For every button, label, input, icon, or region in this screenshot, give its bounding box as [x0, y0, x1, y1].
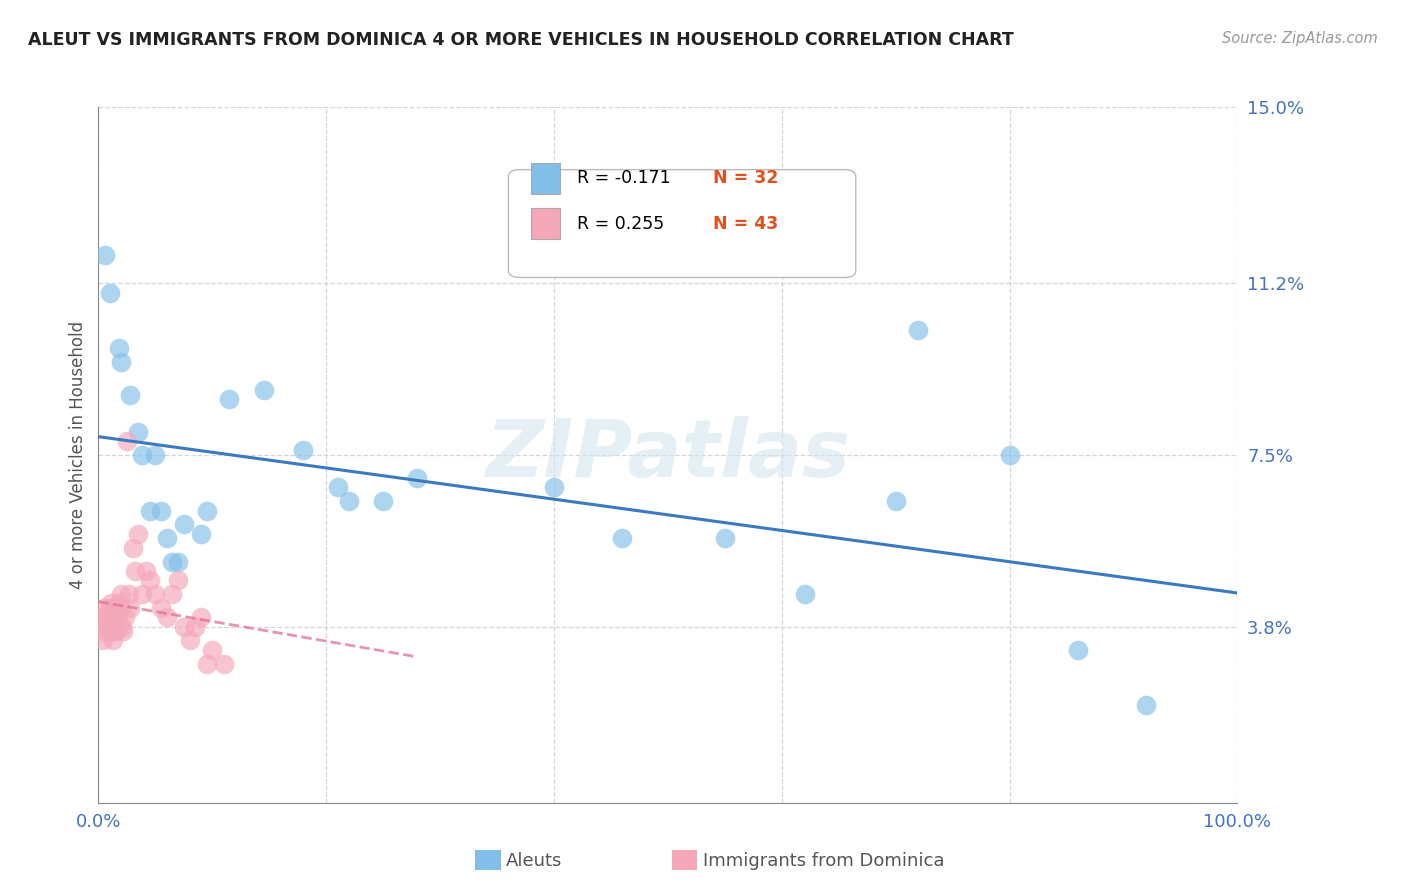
Point: [114, 610, 136, 624]
Point: [167, 573, 190, 587]
Point: [138, 503, 160, 517]
Point: [884, 494, 907, 508]
Point: [156, 532, 179, 546]
Point: [127, 425, 149, 439]
Point: [107, 610, 129, 624]
Y-axis label: 4 or more Vehicles in Household: 4 or more Vehicles in Household: [69, 321, 87, 589]
Bar: [531, 162, 560, 194]
Point: [1135, 698, 1157, 713]
Text: R = 0.255: R = 0.255: [576, 215, 664, 233]
Point: [100, 596, 122, 610]
Point: [94, 248, 117, 262]
Point: [173, 517, 195, 532]
Point: [96, 619, 118, 633]
Text: N = 32: N = 32: [713, 169, 779, 187]
Point: [406, 471, 429, 485]
Point: [292, 443, 315, 458]
Point: [131, 448, 153, 462]
Point: [371, 494, 394, 508]
Text: R = -0.171: R = -0.171: [576, 169, 671, 187]
Text: Aleuts: Aleuts: [506, 852, 562, 870]
Point: [131, 587, 153, 601]
Point: [150, 601, 173, 615]
Point: [94, 624, 117, 639]
Point: [195, 503, 218, 517]
Point: [998, 448, 1021, 462]
Point: [162, 587, 184, 601]
Point: [1067, 642, 1090, 657]
Point: [714, 532, 737, 546]
Text: Source: ZipAtlas.com: Source: ZipAtlas.com: [1222, 31, 1378, 46]
Text: ZIPatlas: ZIPatlas: [485, 416, 851, 494]
FancyBboxPatch shape: [509, 169, 856, 277]
Point: [907, 323, 929, 337]
Point: [90, 619, 112, 633]
Point: [252, 383, 274, 397]
Point: [124, 564, 146, 578]
Point: [184, 619, 207, 633]
Bar: [531, 208, 560, 239]
Text: ALEUT VS IMMIGRANTS FROM DOMINICA 4 OR MORE VEHICLES IN HOUSEHOLD CORRELATION CH: ALEUT VS IMMIGRANTS FROM DOMINICA 4 OR M…: [28, 31, 1014, 49]
Point: [93, 601, 115, 615]
Point: [212, 657, 235, 671]
Point: [145, 587, 167, 601]
Point: [90, 610, 112, 624]
Point: [162, 555, 184, 569]
Point: [190, 526, 212, 541]
Point: [101, 624, 124, 639]
Point: [111, 619, 134, 633]
Point: [135, 564, 157, 578]
Point: [115, 434, 138, 448]
Text: N = 43: N = 43: [713, 215, 779, 233]
Point: [201, 642, 224, 657]
Point: [103, 633, 125, 648]
Point: [145, 448, 167, 462]
Point: [190, 610, 212, 624]
Point: [91, 633, 114, 648]
Point: [112, 624, 135, 639]
Point: [103, 610, 125, 624]
Point: [108, 601, 131, 615]
Point: [121, 541, 143, 555]
Point: [98, 285, 121, 300]
Point: [167, 555, 190, 569]
Point: [543, 480, 565, 494]
Point: [105, 619, 128, 633]
Point: [96, 610, 118, 624]
Point: [195, 657, 218, 671]
Point: [127, 526, 149, 541]
Point: [326, 480, 349, 494]
Point: [110, 355, 132, 369]
Point: [337, 494, 360, 508]
Point: [793, 587, 815, 601]
Point: [104, 624, 127, 639]
Point: [150, 503, 173, 517]
Point: [108, 596, 131, 610]
Point: [179, 633, 201, 648]
Point: [98, 601, 121, 615]
Point: [108, 341, 131, 355]
Point: [118, 587, 141, 601]
Point: [138, 573, 160, 587]
Point: [612, 532, 634, 546]
Text: Immigrants from Dominica: Immigrants from Dominica: [703, 852, 945, 870]
Point: [173, 619, 195, 633]
Point: [97, 619, 120, 633]
Point: [110, 587, 132, 601]
Point: [120, 387, 142, 401]
Point: [120, 601, 142, 615]
Point: [156, 610, 179, 624]
Point: [218, 392, 240, 407]
